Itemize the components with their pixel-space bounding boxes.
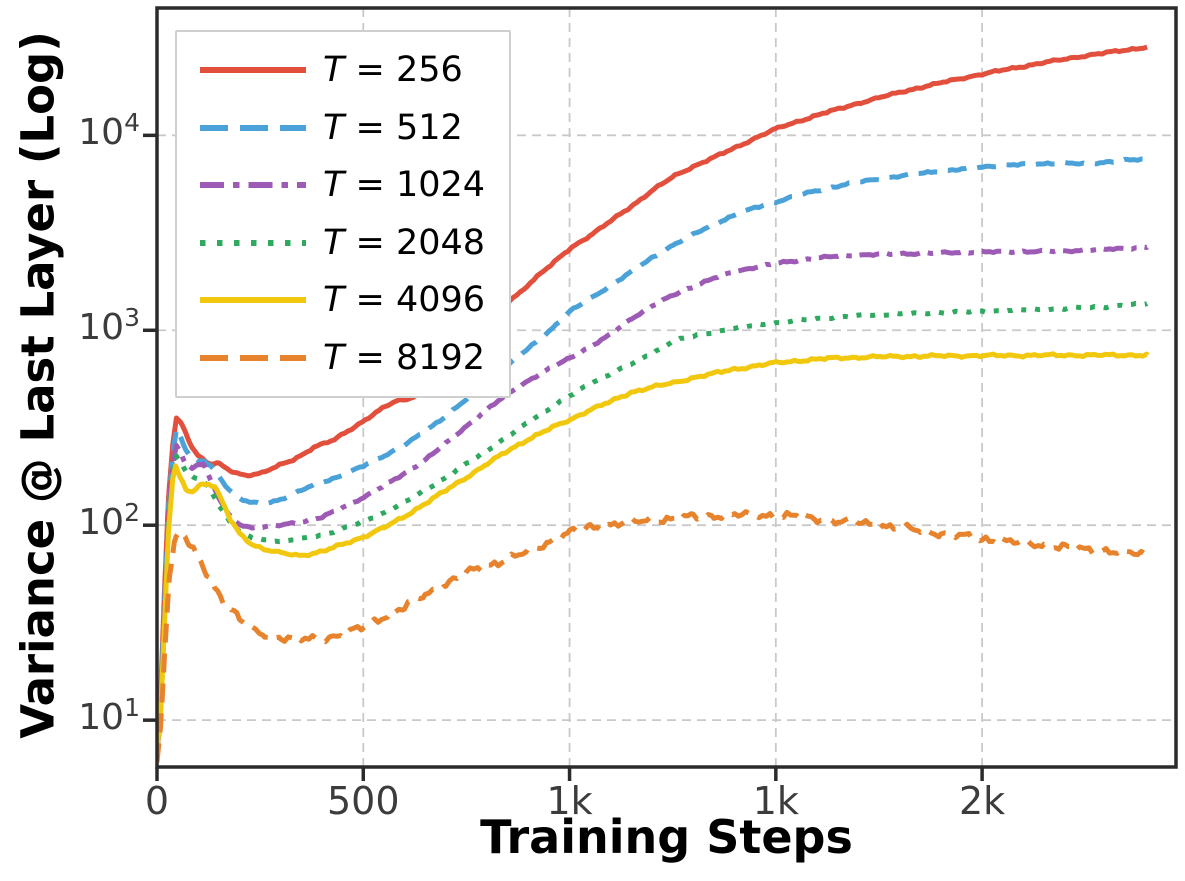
legend-label-variable: T: [323, 50, 345, 91]
y-tick-exponent: 2: [124, 498, 140, 528]
legend-line-swatch: [200, 354, 306, 361]
series-line-T256: [157, 44, 1148, 751]
series-line-T4096: [157, 351, 1150, 750]
legend-item-T-256: T = 256: [197, 45, 509, 95]
legend-label: T = 512: [323, 108, 463, 148]
y-tick-label: 104: [40, 108, 140, 153]
y-tick-label: 103: [40, 303, 140, 348]
y-tick-exponent: 3: [124, 303, 140, 333]
y-tick-exponent: 4: [124, 108, 140, 138]
legend-label: T = 8192: [323, 338, 485, 378]
legend-label-variable: T: [323, 165, 345, 206]
series-line-T512: [157, 156, 1148, 751]
legend-line-swatch: [200, 297, 306, 304]
legend-label: T = 4096: [323, 280, 485, 320]
legend-line-swatch: [200, 67, 306, 74]
y-tick-base: 10: [78, 307, 125, 349]
legend-label: T = 256: [323, 50, 463, 90]
legend-label-value: = 256: [344, 50, 463, 91]
y-tick-label: 101: [40, 693, 140, 738]
legend-label-value: = 4096: [344, 280, 486, 321]
legend-label: T = 1024: [323, 165, 485, 205]
legend: T = 256 T = 512 T = 1024 T = 2048 T = 4096 T …: [175, 30, 511, 398]
x-axis-label: Training Steps: [480, 810, 853, 864]
x-tick-label: 1k: [752, 779, 799, 823]
x-tick-label: 500: [327, 779, 400, 823]
series-line-T2048: [157, 300, 1150, 752]
y-tick-exponent: 1: [124, 693, 140, 723]
legend-label-variable: T: [323, 222, 345, 263]
series-line-T1024: [157, 244, 1150, 751]
legend-item-T-8192: T = 8192: [197, 333, 509, 383]
legend-line-swatch: [200, 239, 306, 246]
legend-item-T-4096: T = 4096: [197, 275, 509, 325]
legend-label-value: = 512: [344, 107, 463, 148]
legend-label-variable: T: [323, 337, 345, 378]
y-tick-base: 10: [78, 112, 125, 154]
legend-label-variable: T: [323, 107, 345, 148]
series-line-T8192: [157, 509, 1148, 763]
x-tick-label: 2k: [959, 779, 1006, 823]
tick-marks: [143, 133, 984, 781]
legend-label: T = 2048: [323, 223, 485, 263]
legend-item-T-512: T = 512: [197, 103, 509, 153]
y-tick-label: 102: [40, 498, 140, 543]
plot-border: [155, 6, 1178, 769]
legend-item-T-2048: T = 2048: [197, 218, 509, 268]
legend-line-swatch: [200, 124, 306, 131]
legend-label-value: = 2048: [344, 222, 486, 263]
y-tick-base: 10: [78, 697, 125, 739]
y-tick-base: 10: [78, 502, 125, 544]
x-tick-label: 0: [144, 779, 170, 823]
legend-label-value: = 1024: [344, 165, 486, 206]
legend-item-T-1024: T = 1024: [197, 160, 509, 210]
legend-label-variable: T: [323, 280, 345, 321]
legend-label-value: = 8192: [344, 337, 486, 378]
legend-line-swatch: [200, 182, 306, 189]
x-tick-label: 1k: [546, 779, 593, 823]
